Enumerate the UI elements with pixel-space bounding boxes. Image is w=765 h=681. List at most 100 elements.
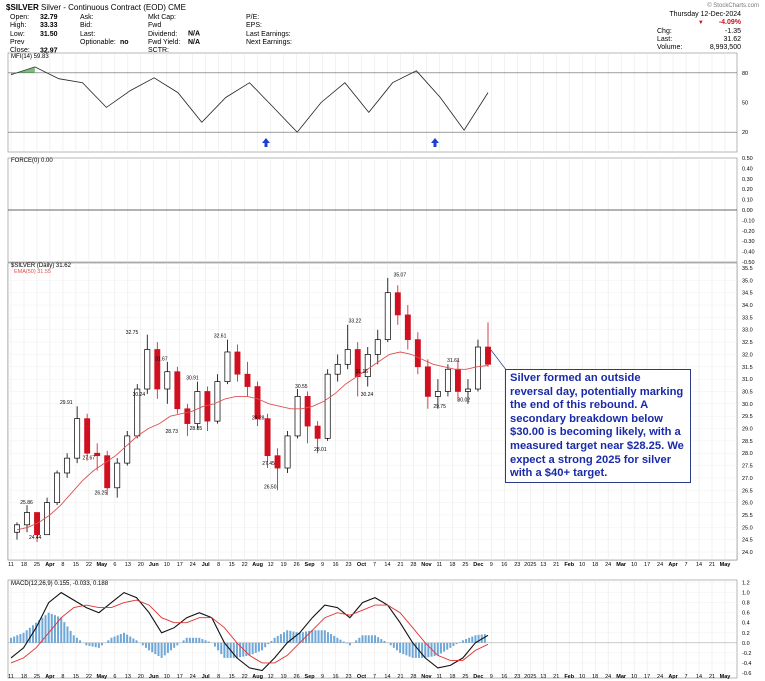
candle-body xyxy=(264,418,271,457)
macd-hist-bar xyxy=(192,637,195,643)
candle-body xyxy=(94,452,101,457)
macd-hist-bar xyxy=(276,635,279,643)
macd-panel: 1.2 1.0 0.8 0.6 0.4 0.2 0.0 -0.2 -0.4 -0.6 xyxy=(8,581,751,677)
macd-hist-bar xyxy=(301,632,304,643)
mfi-overbought-fill xyxy=(11,66,35,75)
candle-body xyxy=(144,349,151,390)
macd-hist-bar xyxy=(170,642,173,651)
macd-tick: 0.0 xyxy=(742,641,750,647)
x-tick-label: 15 xyxy=(229,674,235,680)
x-tick-label: 24 xyxy=(190,562,196,568)
macd-hist-bar xyxy=(22,632,25,643)
x-tick-label: 17 xyxy=(644,674,650,680)
macd-tick: 1.0 xyxy=(742,591,750,597)
macd-hist-bar xyxy=(182,640,185,643)
macd-hist-bar xyxy=(69,630,72,643)
price-label: 30.24 xyxy=(133,392,146,398)
macd-hist-bar xyxy=(110,637,113,643)
x-tick-label: 14 xyxy=(384,674,390,680)
macd-hist-bar xyxy=(122,632,125,643)
price-tick: 35.5 xyxy=(742,266,753,272)
quote-field: Fwd Yield: N/A xyxy=(148,38,201,46)
candle-body xyxy=(184,408,191,424)
candle-body xyxy=(164,371,171,390)
macd-hist-bar xyxy=(207,641,210,643)
force-tick: 0.50 xyxy=(742,156,753,162)
macd-hist-bar xyxy=(471,636,474,643)
force-tick: -0.10 xyxy=(742,218,755,224)
macd-hist-bar xyxy=(28,627,31,643)
macd-hist-bar xyxy=(232,642,235,658)
macd-hist-bar xyxy=(198,637,201,643)
x-tick-label: Jun xyxy=(149,562,159,568)
macd-hist-bar xyxy=(342,641,345,643)
candle-body xyxy=(424,366,431,397)
candle-body xyxy=(284,435,291,469)
x-tick-label: 23 xyxy=(514,562,520,568)
macd-tick: 0.2 xyxy=(742,631,750,637)
price-label: 28.73 xyxy=(165,429,178,435)
price-label: 27.45 xyxy=(262,461,275,467)
callout-pointer xyxy=(490,349,508,372)
x-tick-label: Oct xyxy=(357,674,366,680)
price-label: 35.07 xyxy=(394,273,407,279)
macd-hist-bar xyxy=(367,635,370,643)
candle-body xyxy=(54,472,61,503)
x-tick-label: 21 xyxy=(553,674,559,680)
price-label: 29.28 xyxy=(252,416,265,422)
macd-hist-bar xyxy=(113,636,116,643)
x-tick-label: 10 xyxy=(164,674,170,680)
macd-hist-bar xyxy=(427,642,430,658)
x-tick-label: 20 xyxy=(138,674,144,680)
x-tick-label: 18 xyxy=(21,562,27,568)
macd-hist-bar xyxy=(317,630,320,643)
macd-label: MACD(12,26,9) 0.155, -0.033, 0.188 xyxy=(11,581,109,587)
candle-body xyxy=(444,368,451,392)
macd-hist-bar xyxy=(392,642,395,648)
price-tick: 29.5 xyxy=(742,414,753,420)
candle-body xyxy=(124,435,131,464)
price-label: 26.50 xyxy=(264,484,277,490)
x-tick-label: May xyxy=(97,562,109,568)
x-tick-label: 17 xyxy=(177,562,183,568)
mfi-line xyxy=(10,66,489,133)
chart-title: $SILVER Silver - Continuous Contract (EO… xyxy=(6,3,186,12)
macd-hist-bar xyxy=(465,639,468,643)
x-tick-label: Sep xyxy=(305,674,316,680)
quote-col-3: Mkt Cap: Fwd Dividend: N/A Fwd Yield: N/A SCT… xyxy=(148,14,218,55)
x-tick-label: 18 xyxy=(21,674,27,680)
macd-hist-bar xyxy=(79,640,82,643)
price-label: 30.55 xyxy=(295,384,308,390)
price-tick: 26.0 xyxy=(742,501,753,507)
x-tick-label: 11 xyxy=(437,562,443,568)
macd-hist-bar xyxy=(248,642,251,656)
x-tick-label: Jun xyxy=(149,674,159,680)
x-tick-label: Nov xyxy=(421,562,432,568)
x-tick-label: 18 xyxy=(449,562,455,568)
x-tick-label: 2025 xyxy=(524,562,536,568)
macd-hist-bar xyxy=(264,642,267,648)
x-tick-label: 21 xyxy=(709,562,715,568)
macd-hist-bar xyxy=(449,642,452,648)
macd-hist-bar xyxy=(53,615,56,643)
x-tick-label: 9 xyxy=(490,674,493,680)
x-tick-label: 17 xyxy=(177,674,183,680)
x-tick-label: Nov xyxy=(421,674,432,680)
x-tick-label: 13 xyxy=(540,562,546,568)
quote-field: Ask: xyxy=(80,14,94,21)
x-tick-label: 25 xyxy=(462,674,468,680)
x-tick-label: 18 xyxy=(449,674,455,680)
force-tick: 0.10 xyxy=(742,198,753,204)
x-tick-label: 10 xyxy=(579,562,585,568)
candle-body xyxy=(454,368,461,392)
quote-volume: Volume: 8,993,500 xyxy=(657,44,741,52)
x-tick-label: Aug xyxy=(252,674,263,680)
up-arrow-icon xyxy=(262,138,270,147)
price-tick: 35.0 xyxy=(742,278,753,284)
quote-pct-change: ▼ -4.09% xyxy=(697,19,741,27)
x-tick-label: 8 xyxy=(61,674,64,680)
candle-body xyxy=(174,371,181,410)
quote-field: Last: xyxy=(80,30,96,38)
quote-field: Low: 31.50 xyxy=(10,30,58,38)
macd-hist-bar xyxy=(468,637,471,643)
